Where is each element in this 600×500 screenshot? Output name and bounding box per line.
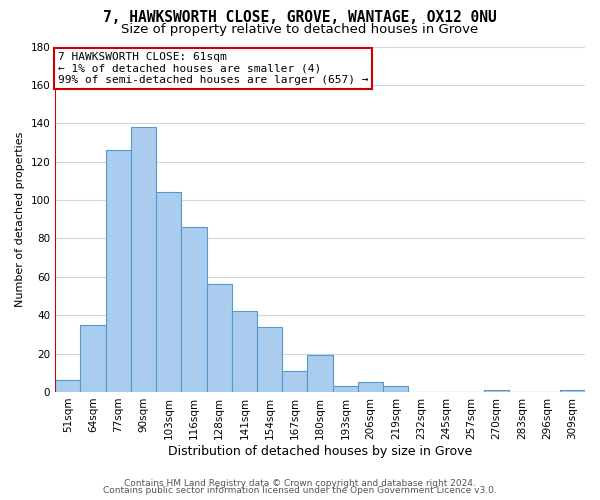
Bar [80, 325, 106, 392]
Bar [332, 386, 358, 392]
Text: 7, HAWKSWORTH CLOSE, GROVE, WANTAGE, OX12 0NU: 7, HAWKSWORTH CLOSE, GROVE, WANTAGE, OX1… [103, 10, 497, 25]
Bar [106, 150, 131, 392]
Bar [484, 390, 509, 392]
Bar [560, 390, 585, 392]
Bar [383, 386, 409, 392]
Text: Size of property relative to detached houses in Grove: Size of property relative to detached ho… [121, 22, 479, 36]
Bar [131, 127, 156, 392]
Text: Contains public sector information licensed under the Open Government Licence v3: Contains public sector information licen… [103, 486, 497, 495]
Bar [358, 382, 383, 392]
Bar [55, 380, 80, 392]
Bar [156, 192, 181, 392]
Text: 7 HAWKSWORTH CLOSE: 61sqm
← 1% of detached houses are smaller (4)
99% of semi-de: 7 HAWKSWORTH CLOSE: 61sqm ← 1% of detach… [58, 52, 368, 85]
Bar [206, 284, 232, 392]
Text: Contains HM Land Registry data © Crown copyright and database right 2024.: Contains HM Land Registry data © Crown c… [124, 478, 476, 488]
Bar [181, 227, 206, 392]
Bar [307, 356, 332, 392]
Y-axis label: Number of detached properties: Number of detached properties [15, 132, 25, 307]
X-axis label: Distribution of detached houses by size in Grove: Distribution of detached houses by size … [168, 444, 472, 458]
Bar [282, 371, 307, 392]
Bar [257, 326, 282, 392]
Bar [232, 312, 257, 392]
